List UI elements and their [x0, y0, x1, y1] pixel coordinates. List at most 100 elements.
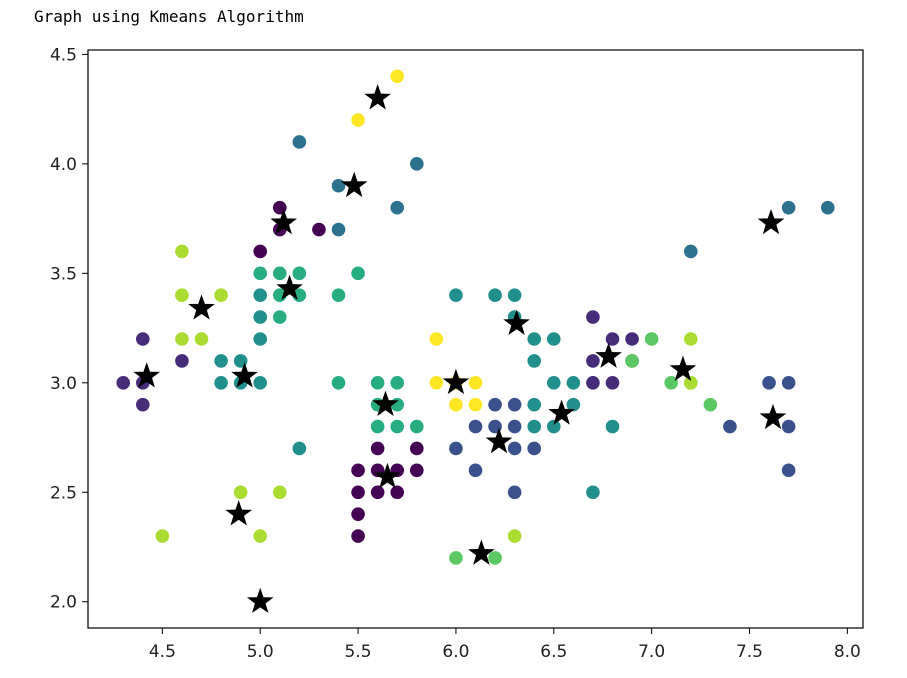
centroid-star	[246, 587, 274, 614]
data-point	[605, 332, 620, 346]
data-point	[488, 551, 502, 565]
data-point	[175, 288, 189, 303]
data-point	[175, 354, 189, 368]
data-point	[331, 178, 346, 193]
data-point	[390, 419, 405, 434]
x-tick-label: 5.0	[247, 642, 274, 662]
data-point	[272, 310, 287, 324]
data-point	[233, 485, 248, 500]
data-point	[253, 266, 268, 281]
x-tick-label: 8.0	[834, 642, 861, 662]
data-point	[781, 463, 796, 478]
y-tick-label: 3.0	[50, 374, 77, 394]
data-point	[449, 397, 463, 412]
centroid-star	[364, 84, 391, 110]
data-point	[664, 375, 679, 390]
data-point	[449, 551, 463, 565]
data-point	[390, 375, 405, 390]
centroid-star	[757, 208, 785, 235]
centroid-star	[374, 462, 401, 489]
data-point	[370, 419, 385, 434]
data-point	[155, 529, 170, 543]
data-point	[253, 332, 268, 346]
data-point	[351, 485, 365, 500]
centroid-star	[503, 309, 530, 335]
data-point	[175, 332, 189, 346]
data-point	[468, 375, 483, 390]
x-tick-label: 5.5	[345, 642, 372, 662]
data-point	[292, 266, 307, 281]
y-tick-label: 3.5	[50, 264, 77, 284]
data-point	[390, 69, 405, 84]
data-point	[351, 266, 365, 281]
data-point	[586, 310, 600, 324]
data-point	[409, 419, 424, 434]
y-tick-label: 4.5	[50, 45, 77, 65]
data-point	[331, 288, 346, 303]
data-point	[116, 375, 131, 390]
y-axis: 2.0 2.5 3.0 3.5 4.0 4.5	[50, 45, 88, 613]
data-point	[272, 485, 287, 500]
data-point	[175, 244, 189, 259]
data-point	[507, 485, 522, 500]
data-point	[488, 288, 502, 303]
centroid-star	[759, 403, 787, 430]
data-point	[586, 485, 600, 500]
data-point	[370, 441, 385, 456]
data-point	[468, 397, 483, 412]
data-point	[429, 375, 444, 390]
data-point	[625, 354, 639, 368]
data-point	[625, 332, 639, 346]
centroid-star	[340, 171, 368, 198]
data-point	[527, 332, 542, 346]
data-point	[292, 441, 307, 456]
data-point	[351, 113, 365, 127]
data-point	[820, 200, 835, 215]
data-point	[703, 397, 718, 412]
data-point	[566, 375, 581, 390]
data-point	[214, 288, 228, 303]
x-tick-label: 7.5	[736, 642, 763, 662]
data-point	[253, 375, 268, 390]
x-tick-label: 6.0	[442, 642, 469, 662]
data-point	[762, 375, 776, 390]
centroid-star	[548, 399, 575, 425]
x-tick-label: 7.0	[638, 642, 665, 662]
data-point	[449, 441, 463, 456]
data-point	[194, 332, 209, 346]
data-point	[253, 310, 268, 324]
y-tick-label: 2.0	[50, 593, 77, 613]
data-point	[312, 222, 326, 237]
data-point	[683, 244, 698, 259]
y-tick-label: 4.0	[50, 155, 77, 175]
data-point	[507, 419, 522, 434]
centroid-star	[468, 539, 495, 565]
data-point	[488, 397, 502, 412]
centroid-star	[188, 294, 215, 320]
data-point	[390, 200, 405, 215]
data-point	[331, 222, 346, 237]
centroid-star	[276, 274, 303, 300]
data-point	[390, 485, 405, 500]
data-point	[253, 529, 268, 543]
data-point	[292, 135, 307, 149]
data-point	[507, 397, 522, 412]
data-point	[527, 441, 542, 456]
y-tick-label: 2.5	[50, 483, 77, 503]
data-point	[605, 375, 620, 390]
data-point	[449, 288, 463, 303]
plot-frame	[87, 49, 864, 629]
data-point	[429, 332, 444, 346]
centroid-star	[133, 362, 161, 388]
chart-caption: Graph using Kmeans Algorithm	[34, 7, 304, 26]
data-point	[683, 332, 698, 346]
x-tick-label: 6.5	[540, 642, 567, 662]
centroid-star	[372, 390, 399, 417]
data-point	[527, 354, 542, 368]
data-point	[409, 441, 424, 456]
data-point	[370, 485, 385, 500]
data-point	[644, 332, 659, 346]
data-point	[546, 419, 561, 434]
